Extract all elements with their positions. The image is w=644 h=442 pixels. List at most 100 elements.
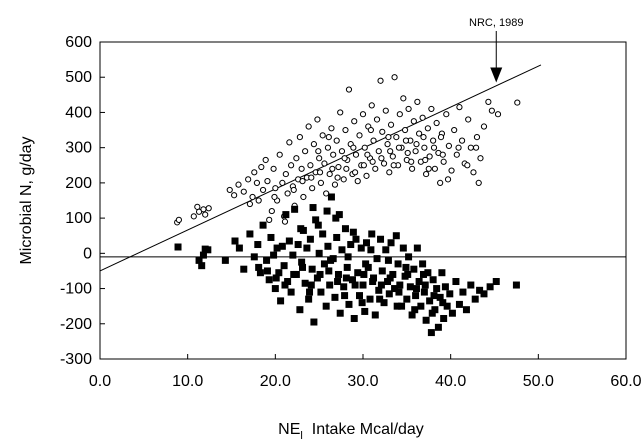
data-point-square [422, 316, 430, 324]
data-point-square [436, 293, 444, 301]
data-point-square [285, 237, 293, 245]
data-point-square [271, 285, 279, 293]
data-point-circle [445, 142, 453, 150]
data-point-square [327, 193, 335, 201]
data-point-square [256, 269, 264, 277]
y-tick-label: -300 [60, 351, 92, 368]
data-point-square [403, 295, 411, 303]
data-point-square [430, 292, 438, 300]
data-point-circle [310, 141, 318, 148]
data-point-square [369, 278, 377, 286]
data-point-square [438, 269, 446, 277]
data-point-circle [316, 169, 324, 176]
data-point-square [384, 256, 392, 264]
data-point-square [440, 314, 448, 322]
data-point-square [391, 285, 399, 293]
data-point-circle [402, 137, 410, 144]
data-point-square [348, 276, 356, 284]
y-tick-label: 600 [65, 34, 92, 51]
data-point-circle [361, 144, 368, 151]
data-point-circle [231, 192, 238, 199]
data-point-square [332, 214, 340, 222]
data-point-circle [293, 155, 300, 162]
data-point-square [411, 306, 419, 314]
filled-square-series [174, 193, 520, 337]
data-point-square [350, 314, 358, 322]
data-point-circle [472, 144, 480, 151]
data-point-circle [405, 105, 412, 113]
data-point-square [360, 270, 368, 278]
data-point-circle [364, 151, 371, 158]
x-tick-label: 0.0 [89, 373, 111, 390]
data-point-circle [268, 207, 275, 215]
x-axis-label-rest: Intake Mcal/day [303, 421, 424, 438]
data-point-circle [305, 123, 312, 130]
x-tick-label: 40.0 [435, 373, 466, 390]
data-point-circle [494, 111, 502, 118]
data-point-circle [443, 111, 450, 118]
data-point-circle [317, 179, 325, 186]
data-point-square [419, 260, 427, 268]
data-point-circle [359, 111, 367, 118]
data-point-square [377, 281, 385, 289]
data-point-square [308, 265, 316, 273]
data-point-square [417, 302, 425, 310]
data-point-circle [271, 193, 278, 201]
data-point-circle [396, 111, 403, 118]
data-point-square [291, 205, 299, 213]
data-point-square [467, 281, 475, 289]
data-point-circle [356, 132, 363, 139]
data-point-square [313, 274, 321, 282]
data-point-circle [372, 165, 379, 172]
data-point-circle [384, 141, 391, 148]
data-point-circle [343, 165, 350, 172]
x-tick-label: 60.0 [610, 373, 641, 390]
data-point-square [378, 267, 386, 275]
data-point-circle [345, 86, 353, 93]
data-point-circle [426, 153, 433, 160]
data-point-square [354, 269, 362, 277]
data-point-circle [451, 126, 458, 134]
data-point-circle [458, 137, 466, 144]
data-point-square [480, 290, 488, 298]
data-point-square [389, 270, 397, 278]
data-point-square [278, 242, 286, 250]
data-point-square [362, 260, 370, 268]
data-point-circle [321, 160, 328, 167]
data-point-square [221, 256, 229, 264]
data-point-square [306, 235, 314, 243]
data-point-square [428, 309, 436, 317]
data-point-square [303, 244, 311, 252]
data-point-circle [350, 144, 357, 151]
data-point-square [351, 281, 359, 289]
data-point-circle [300, 193, 307, 201]
data-point-square [195, 256, 203, 264]
data-point-square [307, 281, 315, 289]
data-point-square [446, 290, 454, 298]
data-point-square [320, 260, 328, 268]
y-tick-label: 0 [83, 245, 92, 262]
data-point-circle [488, 107, 495, 114]
data-point-circle [470, 169, 477, 176]
data-point-circle [262, 156, 269, 164]
data-point-circle [416, 130, 423, 137]
y-tick-label: -200 [60, 316, 92, 333]
data-point-square [240, 265, 248, 273]
data-point-square [334, 270, 342, 278]
data-point-square [387, 239, 395, 247]
data-point-circle [379, 128, 386, 135]
data-point-square [309, 204, 317, 212]
data-point-circle [391, 74, 398, 81]
data-point-circle [430, 137, 437, 144]
data-point-circle [282, 170, 289, 178]
data-point-circle [235, 181, 242, 188]
data-point-circle [202, 211, 209, 218]
data-point-square [363, 239, 371, 247]
data-point-circle [246, 200, 254, 208]
data-point-square [385, 290, 393, 298]
data-point-circle [352, 169, 359, 176]
data-point-square [235, 244, 243, 252]
data-point-circle [329, 165, 336, 172]
data-point-circle [425, 165, 432, 172]
data-point-square [512, 281, 520, 289]
